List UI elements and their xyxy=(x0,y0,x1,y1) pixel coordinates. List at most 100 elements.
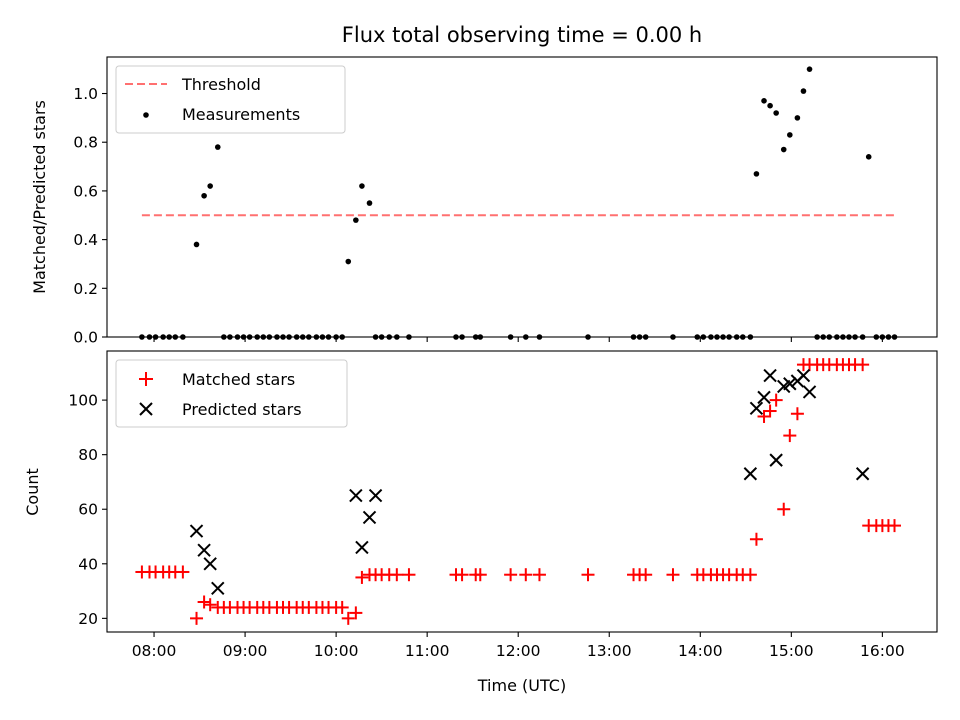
predicted-stars-point xyxy=(763,368,777,383)
measurements-point xyxy=(761,98,767,104)
predicted-stars-point xyxy=(203,557,217,571)
bottom-y-tick-label: 20 xyxy=(78,610,98,628)
x-axis-label: Time (UTC) xyxy=(477,676,566,695)
matched-stars-point xyxy=(763,404,777,418)
matched-stars-point xyxy=(190,611,204,625)
measurements-point xyxy=(753,171,760,177)
matched-stars-point xyxy=(743,568,757,582)
measurements-point xyxy=(359,183,365,189)
predicted-stars-point xyxy=(355,540,369,555)
top-y-tick-label: 0.4 xyxy=(73,231,98,249)
bottom-plot-frame xyxy=(106,350,938,633)
x-tick-label: 13:00 xyxy=(587,642,632,660)
predicted-stars-point xyxy=(749,401,764,415)
top-plot-frame xyxy=(106,56,938,338)
measurements-point xyxy=(794,115,801,121)
predicted-stars-point xyxy=(855,467,870,481)
bottom-y-tick-label: 40 xyxy=(78,555,98,573)
matched-stars-point xyxy=(473,568,487,582)
bottom-panel: 20 40 60 80 100 08:00 09:00 10:00 11:00 12:00 13:… xyxy=(23,350,938,695)
predicted-stars-point xyxy=(368,488,383,503)
matched-stars-legend-label: Matched stars xyxy=(182,370,295,389)
predicted-stars-point xyxy=(362,510,377,525)
predicted-stars-point xyxy=(211,581,225,596)
predicted-stars-point xyxy=(743,467,758,481)
measurements-point xyxy=(214,144,221,150)
chart-title: Flux total observing time = 0.00 h xyxy=(342,23,702,47)
matched-stars-point xyxy=(335,600,349,614)
bottom-y-axis-label: Count xyxy=(23,468,42,516)
matched-stars-point xyxy=(639,568,653,582)
predicted-stars-point xyxy=(189,524,204,538)
bottom-y-tick-label: 80 xyxy=(78,446,98,464)
predicted-stars-point xyxy=(757,390,771,405)
top-y-axis-label: Matched/Predicted stars xyxy=(30,100,49,294)
bottom-y-axis: 20 40 60 80 100 xyxy=(68,392,107,628)
matched-stars-point xyxy=(783,429,797,443)
matched-stars-point xyxy=(197,595,211,609)
top-legend-box xyxy=(115,65,346,134)
matched-stars-point xyxy=(581,568,595,582)
x-tick-label: 09:00 xyxy=(223,642,268,660)
measurements-point xyxy=(787,132,793,138)
top-plot-marks xyxy=(139,66,898,340)
top-y-tick-label: 1.0 xyxy=(73,85,98,103)
predicted-stars-legend-label: Predicted stars xyxy=(182,400,302,419)
matched-stars-point xyxy=(790,407,804,421)
top-y-tick-label: 0.0 xyxy=(73,329,98,347)
x-tick-label: 10:00 xyxy=(314,642,359,660)
x-tick-label: 11:00 xyxy=(405,642,450,660)
measurements-point xyxy=(800,88,807,94)
measurements-point xyxy=(193,241,200,248)
measurements-point xyxy=(353,217,359,223)
measurements-point xyxy=(767,102,773,109)
top-y-axis: 0.0 0.2 0.4 0.6 0.8 1.0 xyxy=(73,85,107,347)
predicted-stars-legend-swatch xyxy=(139,402,153,416)
top-y-tick-label: 0.6 xyxy=(73,182,98,200)
predicted-stars-point xyxy=(783,377,797,391)
top-legend: Threshold Measurements xyxy=(115,65,346,134)
matched-stars-point xyxy=(355,570,369,584)
matched-stars-point xyxy=(402,568,416,582)
measurements-legend-swatch xyxy=(143,112,149,118)
x-tick-label: 15:00 xyxy=(769,642,814,660)
bottom-y-tick-label: 100 xyxy=(68,392,98,410)
top-y-tick-label: 0.8 xyxy=(73,134,98,152)
matched-stars-point xyxy=(532,568,546,582)
x-tick-label: 14:00 xyxy=(678,642,723,660)
matched-stars-legend-swatch xyxy=(139,372,153,386)
matched-stars-point xyxy=(757,409,771,423)
matched-stars-point xyxy=(349,606,363,620)
measurements-point xyxy=(207,183,213,189)
predicted-stars-point xyxy=(349,488,363,503)
matched-stars-point xyxy=(519,568,533,582)
bottom-y-tick-label: 60 xyxy=(78,501,98,519)
measurements-point xyxy=(201,192,207,199)
matched-stars-point xyxy=(203,598,217,612)
bottom-legend: Matched stars Predicted stars xyxy=(115,359,348,428)
x-tick-label: 16:00 xyxy=(860,642,905,660)
measurements-point xyxy=(780,146,787,153)
predicted-stars-point xyxy=(197,543,211,557)
top-x-axis xyxy=(153,337,883,342)
bottom-x-axis: 08:00 09:00 10:00 11:00 12:00 13:00 14:00 15:00… xyxy=(132,632,905,660)
matched-stars-point xyxy=(856,358,870,372)
measurements-point xyxy=(773,110,779,116)
matched-stars-point xyxy=(176,565,190,579)
matched-stars-point xyxy=(455,568,469,582)
matched-stars-point xyxy=(777,502,791,516)
predicted-stars-point xyxy=(802,385,817,399)
measurements-point xyxy=(865,154,872,160)
predicted-stars-point xyxy=(796,368,811,383)
predicted-stars-point xyxy=(769,453,783,467)
measurements-point xyxy=(345,258,352,265)
measurements-point xyxy=(366,200,373,206)
top-y-tick-label: 0.2 xyxy=(73,280,98,298)
x-tick-label: 12:00 xyxy=(496,642,541,660)
matched-stars-point xyxy=(341,611,355,625)
matched-stars-point xyxy=(504,568,518,582)
bottom-legend-box xyxy=(115,359,348,428)
top-panel: 0.0 0.2 0.4 0.6 0.8 1.0 Matched/Predicted sta… xyxy=(30,56,938,347)
bottom-plot-marks xyxy=(135,358,902,625)
